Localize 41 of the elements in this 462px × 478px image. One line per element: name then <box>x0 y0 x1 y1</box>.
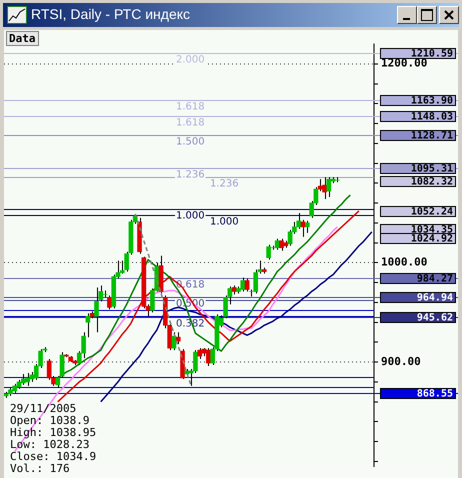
ref-line-label: 1210.59 <box>410 48 453 60</box>
ref-line-label: 984.27 <box>416 274 453 285</box>
text: 1052.24 <box>410 206 453 218</box>
ref-line-label: 945.62 <box>416 312 453 324</box>
annotation: 1.000 <box>210 216 239 228</box>
annotation: Vol.: 176 <box>10 462 70 475</box>
annotation: Close: 1034.9 <box>10 450 96 463</box>
candlestick <box>322 176 327 200</box>
annotation: 2.000 <box>176 54 205 66</box>
candlestick <box>304 220 310 234</box>
annotation: High: 1038.95 <box>10 426 96 439</box>
text: 1082.32 <box>410 176 453 188</box>
ref-line-label: 964.94 <box>416 292 453 304</box>
candlestick <box>94 287 99 333</box>
annotation: 1.618 <box>176 102 205 113</box>
candlestick <box>253 269 258 294</box>
candlestick <box>86 312 90 338</box>
ref-line-label: 1095.31 <box>410 164 453 175</box>
candlestick <box>240 277 246 292</box>
ref-line-label: 1148.03 <box>410 112 453 123</box>
annotation: 1.618 <box>176 118 205 129</box>
annotation: Data <box>6 31 38 46</box>
y-tick-label: 900.00 <box>381 354 421 368</box>
candlestick <box>326 176 332 198</box>
candlestick <box>279 238 284 252</box>
annotation: 1.500 <box>176 136 205 148</box>
y-tick-label: 1000.00 <box>381 256 428 269</box>
text: 1024.92 <box>410 234 453 245</box>
candlestick <box>300 219 306 238</box>
annotation: 29/11/2005 <box>10 402 76 415</box>
annotation: Open: 1038.9 <box>10 414 90 427</box>
annotation: 1.000 <box>176 210 205 222</box>
ref-line-label: 1163.90 <box>410 96 453 107</box>
annotation: 1.236 <box>176 170 205 181</box>
candlestick <box>266 244 271 260</box>
chart-title: RTSI, Daily - РТС индекс <box>31 6 190 22</box>
annotation: Low: 1028.23 <box>10 438 90 451</box>
ref-line-label: 868.55 <box>416 388 453 400</box>
candlestick <box>107 294 112 310</box>
annotation: 1.236 <box>210 178 239 190</box>
ref-line-label: 1128.71 <box>410 130 453 142</box>
